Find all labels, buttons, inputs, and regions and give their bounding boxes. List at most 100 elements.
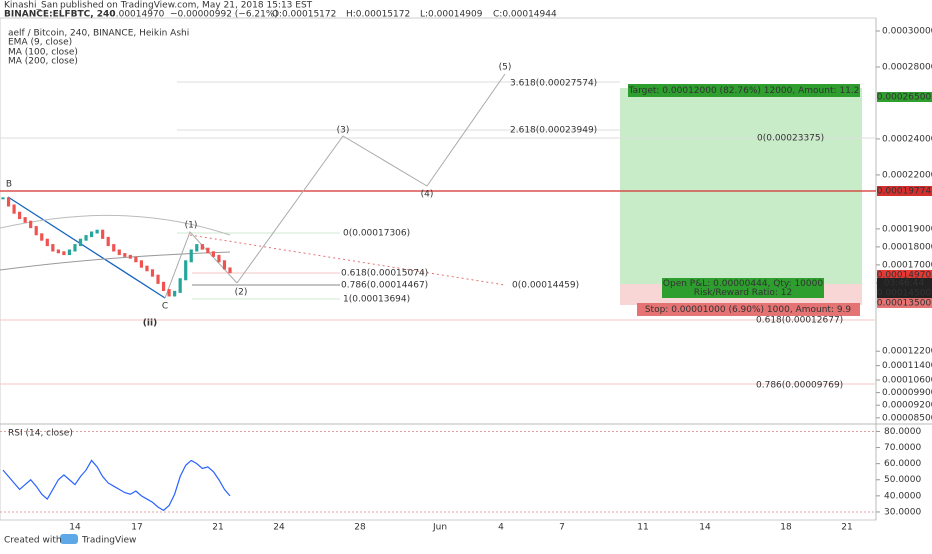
candle [228, 267, 232, 274]
fib-label: 3.618(0.00027574) [510, 79, 597, 89]
candle [145, 265, 149, 272]
price-tag-bg [877, 92, 932, 102]
legend-title: aelf / Bitcoin, 240, BINANCE, Heikin Ash… [8, 29, 189, 39]
y-tick-label: 40.0000 [884, 491, 921, 501]
y-tick-label: 0.00010600 [882, 376, 932, 386]
y-tick-label: 0.00030000 [882, 26, 932, 36]
y-tick-label: 0.00017000 [882, 260, 932, 270]
y-tick-label: 0.00009900 [882, 388, 932, 398]
price-tag: 0.00013500 [877, 299, 932, 309]
candle [184, 260, 188, 281]
candle [89, 231, 94, 238]
wave-path [164, 231, 238, 299]
date-label: Jun [432, 523, 447, 533]
y-tick-label: 0.00028000 [882, 62, 932, 72]
wave-label: (1) [185, 221, 198, 231]
ohlc: C:0.00014944 [493, 10, 557, 20]
published: published on TradingView.com, May 21, 20… [60, 1, 313, 11]
y-tick-label: 0.00011400 [882, 361, 932, 371]
candle [84, 235, 88, 241]
date-label: 4 [498, 523, 504, 533]
price-tag: 0.00019774 [877, 187, 932, 197]
candle [62, 251, 66, 256]
y-tick-label: 80.0000 [884, 427, 921, 437]
legend-study: EMA (9, close) [8, 38, 72, 48]
wave-label: B [6, 180, 12, 190]
fib-label: 1(0.00013694) [343, 295, 410, 305]
candle [128, 254, 132, 259]
y-tick-label: 0.00019000 [882, 224, 932, 234]
candle [23, 217, 27, 223]
date-label: 18 [780, 523, 792, 533]
price-tag: 0.00014500 [877, 289, 932, 299]
candle [161, 281, 166, 292]
y-tick-label: 30.0000 [884, 507, 921, 517]
tradingview-logo [60, 534, 78, 544]
rsi-title: RSI (14, close) [8, 429, 73, 439]
y-tick-label: 0.00012200 [882, 347, 932, 357]
fib-label: 0(0.00017306) [343, 229, 410, 239]
rsi-line [2, 459, 231, 512]
wave-label: (ii) [143, 319, 157, 329]
date-label: 21 [212, 523, 223, 533]
trend-projection [189, 234, 506, 286]
stop-label: Stop: 0.00001000 (6.90%) 1000, Amount: 9… [645, 305, 852, 315]
change: −0.00000992 (−6.21%) [170, 10, 278, 20]
ohlc: H:0.00015172 [346, 10, 410, 20]
fib-label: 0.786(0.00014467) [341, 281, 428, 291]
pnl-label: Open P&L: 0.00000444, Qty: 10000 [663, 279, 823, 289]
footer-brand: TradingView [81, 536, 136, 546]
last-price: 0.00014970 [110, 10, 165, 20]
price-tag-bg [877, 278, 932, 288]
wave-label: C [162, 302, 168, 312]
candle [222, 260, 227, 270]
target-label: Target: 0.00012000 (82.76%) 12000, Amoun… [628, 86, 860, 96]
trendline [7, 196, 166, 299]
date-label: 7 [559, 523, 565, 533]
price-tag-bg [877, 298, 932, 308]
price-tag-bg [877, 270, 932, 280]
candle [51, 244, 55, 252]
candle [139, 260, 144, 268]
candle [56, 249, 60, 254]
candle [40, 233, 44, 241]
candle [106, 236, 110, 247]
y-tick-label: 60.0000 [884, 459, 921, 469]
candle [73, 244, 77, 252]
wave-label: (3) [337, 126, 350, 136]
candle [178, 278, 182, 293]
candle [34, 226, 38, 236]
fib-label: 2.618(0.00023949) [510, 126, 597, 136]
price-tag-bg [877, 186, 932, 196]
candle [67, 249, 72, 256]
wave-label: (5) [499, 63, 512, 73]
candle [206, 247, 210, 254]
date-label: 28 [354, 523, 366, 533]
date-label: 17 [131, 523, 142, 533]
candle [167, 289, 171, 297]
y-tick-label: 50.0000 [884, 475, 921, 485]
y-tick-label: 0.00022000 [882, 170, 932, 180]
candle [117, 249, 121, 256]
candle [195, 244, 199, 252]
author: Kinashi_San [4, 1, 58, 11]
y-tick-label: 70.0000 [884, 443, 921, 453]
y-tick-label: 0.00024000 [882, 134, 932, 144]
date-label: 14 [69, 523, 81, 533]
date-label: 11 [637, 523, 648, 533]
candle [211, 251, 215, 257]
candle [217, 254, 221, 263]
y-tick-label: 0.00009200 [882, 401, 932, 411]
ohlc: L:0.00014909 [420, 10, 483, 20]
legend-study: MA (100, close) [8, 48, 78, 58]
y-tick-label: 0.00018000 [882, 242, 932, 252]
candle [134, 256, 138, 263]
footer-created: Created with [4, 536, 62, 546]
y-tick-label: 0.00008500 [882, 413, 932, 423]
stop-label-bg [637, 303, 860, 316]
candle [173, 290, 177, 297]
candle [156, 274, 160, 284]
candle [101, 229, 105, 239]
price-tag-bg [877, 288, 932, 298]
